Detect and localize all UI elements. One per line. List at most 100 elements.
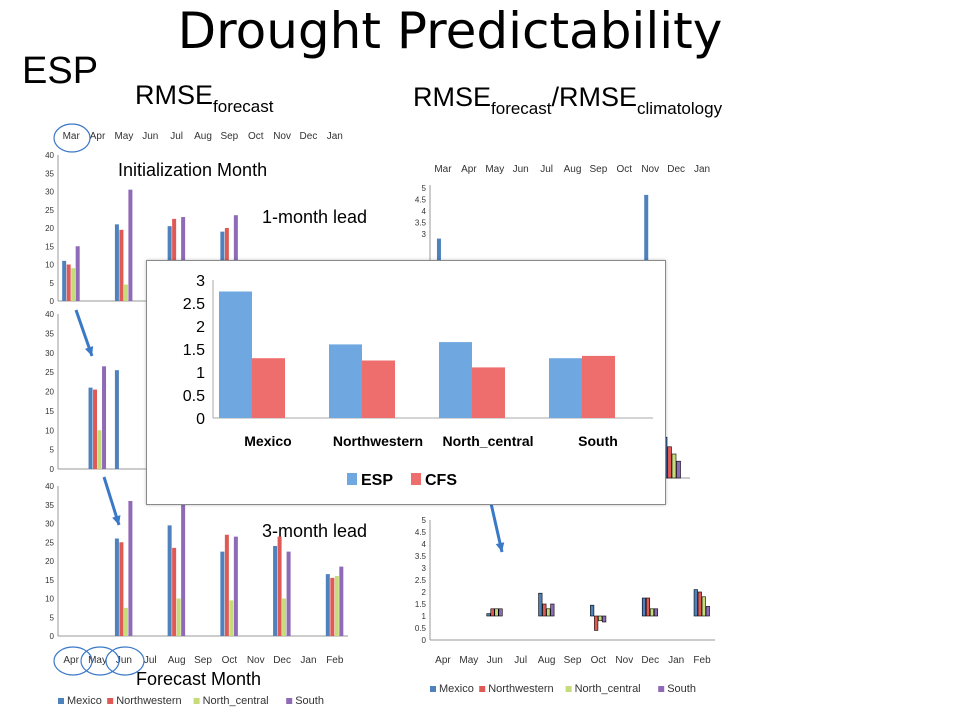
y-tick-label: 3.5	[415, 552, 427, 561]
y-tick-label: 5	[50, 613, 55, 622]
bar-mexico	[88, 387, 93, 469]
x-tick-label: Jan	[327, 131, 343, 142]
x-tick-label: South	[578, 433, 618, 449]
y-tick-label: 15	[45, 576, 54, 585]
month-circle	[105, 646, 145, 676]
y-tick-label: 0.5	[183, 388, 205, 405]
x-tick-label: Feb	[693, 655, 711, 666]
x-tick-label: May	[114, 131, 133, 142]
y-tick-label: 30	[45, 349, 54, 358]
bar-mexico	[693, 589, 698, 617]
x-tick-label: Jul	[514, 655, 527, 666]
bar-south	[102, 366, 107, 469]
legend-label-south: South	[295, 695, 324, 707]
y-tick-label: 30	[45, 520, 54, 529]
bar-northwestern	[490, 608, 495, 617]
y-tick-label: 10	[45, 261, 54, 270]
y-tick-label: 0	[50, 632, 55, 641]
y-tick-label: 25	[45, 538, 54, 547]
rmse-sub: forecast	[213, 97, 274, 116]
arrow-head	[495, 542, 505, 552]
x-tick-label: Jun	[142, 131, 158, 142]
bar-northwestern	[542, 603, 547, 617]
bar-north_central	[494, 608, 499, 617]
bar-northwestern	[93, 389, 98, 469]
y-tick-label: 15	[45, 242, 54, 251]
x-tick-label: Oct	[617, 164, 633, 175]
bar-north_central	[598, 615, 603, 622]
lead-3-annotation: 3-month lead	[262, 521, 368, 541]
bar-south	[75, 246, 80, 301]
bar-north_central	[97, 430, 102, 469]
legend-swatch-mexico	[430, 686, 436, 692]
x-tick-label: Mar	[434, 164, 452, 175]
legend-swatch-cfs	[411, 473, 421, 485]
y-tick-label: 5	[422, 184, 427, 193]
bar-mexico	[114, 538, 119, 636]
legend-label-esp: ESP	[361, 472, 393, 489]
legend-label-south: South	[667, 683, 696, 695]
bar-esp	[549, 358, 582, 418]
y-tick-label: 40	[45, 482, 54, 491]
bar-north_central	[546, 608, 551, 617]
y-tick-label: 40	[45, 151, 54, 160]
x-tick-label: Sep	[564, 655, 582, 666]
bar-mexico	[590, 604, 595, 617]
bar-cfs	[252, 358, 285, 418]
x-tick-label: Sep	[220, 131, 238, 142]
bar-south	[181, 217, 186, 301]
y-tick-label: 15	[45, 407, 54, 416]
bar-mexico	[167, 525, 172, 636]
bar-northwestern	[66, 264, 71, 301]
y-tick-label: 5	[50, 279, 55, 288]
y-tick-label: 40	[45, 310, 54, 319]
legend-label-north_central: North_central	[575, 683, 641, 695]
esp-label: ESP	[22, 50, 99, 92]
bar-south	[602, 615, 607, 623]
month-circle	[53, 646, 93, 676]
bar-mexico	[486, 613, 491, 617]
popup-summary-chart: 0 0.5 1 1.5 2 2.5 3 Mexico Northwestern North_cen…	[146, 260, 666, 505]
y-tick-label: 35	[45, 169, 54, 178]
legend-swatch-northwestern	[479, 686, 486, 692]
x-tick-label: Mar	[63, 131, 81, 142]
x-tick-label: Sep	[590, 164, 608, 175]
x-tick-label: Sep	[194, 655, 212, 666]
bar-mexico	[114, 224, 119, 301]
bar-mexico	[325, 574, 330, 636]
bar-northwestern	[119, 229, 124, 301]
legend-swatch-esp	[347, 473, 357, 485]
bar-north_central	[229, 600, 234, 636]
y-tick-label: 4	[422, 540, 427, 549]
x-tick-label: May	[459, 655, 478, 666]
bar-north_central	[71, 268, 76, 301]
bar-northwestern	[172, 218, 177, 301]
y-tick-label: 10	[45, 595, 54, 604]
x-tick-label: Dec	[273, 655, 291, 666]
bar-mexico	[62, 260, 67, 301]
x-tick-label: Dec	[667, 164, 685, 175]
y-tick-label: 4	[422, 207, 427, 216]
bar-south	[286, 551, 291, 636]
bar-north_central	[123, 284, 128, 301]
y-tick-label: 25	[45, 206, 54, 215]
rmse-ratio-sub1: forecast	[491, 99, 552, 118]
bar-south	[339, 566, 344, 636]
bar-northwestern	[697, 591, 702, 617]
bar-south	[676, 460, 681, 479]
x-tick-label: Oct	[591, 655, 607, 666]
legend-swatch-north_central	[193, 698, 200, 704]
page-title: Drought Predictability	[177, 2, 723, 60]
rmse-base: RMSE	[135, 80, 214, 110]
arrow-head	[112, 515, 121, 525]
x-tick-label: Apr	[63, 655, 79, 666]
bar-mexico	[644, 194, 649, 303]
y-tick-label: 3	[196, 273, 205, 290]
y-tick-label: 20	[45, 388, 54, 397]
bar-esp	[439, 342, 472, 418]
x-tick-label: Apr	[435, 655, 451, 666]
bar-cfs	[472, 367, 505, 418]
x-tick-label: Nov	[641, 164, 659, 175]
bar-south	[498, 608, 503, 617]
